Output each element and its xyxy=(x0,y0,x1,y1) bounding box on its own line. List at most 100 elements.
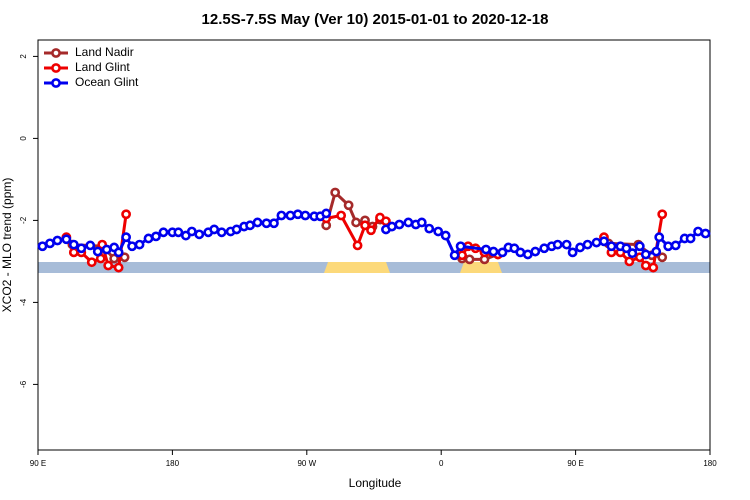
data-point xyxy=(245,220,255,231)
data-point xyxy=(416,217,427,228)
data-point xyxy=(481,244,491,255)
data-point xyxy=(113,247,124,258)
data-point xyxy=(561,239,572,250)
data-point xyxy=(651,246,662,257)
data-point xyxy=(582,239,593,250)
data-point xyxy=(92,246,103,257)
data-point xyxy=(464,254,475,265)
data-point xyxy=(394,219,405,230)
data-point xyxy=(121,232,132,243)
data-point xyxy=(330,187,341,198)
legend-marker xyxy=(51,63,61,73)
data-point xyxy=(121,209,132,220)
x-tick-label: 0 xyxy=(439,459,444,468)
y-tick-label: 0 xyxy=(19,136,28,141)
data-point xyxy=(663,241,674,252)
data-point xyxy=(194,229,205,240)
legend-label: Land Nadir xyxy=(75,45,134,59)
y-tick-label: -6 xyxy=(19,380,28,388)
x-tick-label: 90 W xyxy=(297,459,316,468)
data-point xyxy=(351,217,361,228)
data-point xyxy=(285,210,296,221)
data-point xyxy=(497,247,508,258)
data-point xyxy=(261,218,272,229)
data-point xyxy=(657,252,668,263)
data-point xyxy=(440,230,451,241)
data-point xyxy=(37,241,48,252)
data-point xyxy=(627,248,638,259)
data-point xyxy=(522,249,533,260)
data-point xyxy=(68,239,79,250)
y-tick-label: -2 xyxy=(19,216,28,224)
data-point xyxy=(101,244,112,255)
data-point xyxy=(52,235,63,246)
data-point xyxy=(685,233,696,244)
legend-marker xyxy=(51,78,61,88)
data-point xyxy=(86,257,97,268)
data-point xyxy=(455,241,466,252)
data-point xyxy=(61,234,72,245)
data-point xyxy=(76,243,87,254)
data-point xyxy=(634,241,645,252)
data-point xyxy=(657,209,668,220)
data-point xyxy=(424,223,435,234)
x-tick-label: 180 xyxy=(703,459,717,468)
plot-area xyxy=(37,187,711,273)
data-point xyxy=(158,227,169,238)
data-point xyxy=(591,237,602,248)
data-point xyxy=(127,241,137,252)
data-point xyxy=(85,240,96,251)
data-point xyxy=(599,236,609,247)
data-point xyxy=(336,210,347,221)
data-point xyxy=(216,227,227,238)
x-tick-label: 90 E xyxy=(567,459,583,468)
data-point xyxy=(539,243,550,254)
data-point xyxy=(134,239,145,250)
data-point xyxy=(113,262,124,273)
data-point xyxy=(640,249,651,260)
data-point xyxy=(276,210,287,221)
data-point xyxy=(648,262,659,273)
land-band xyxy=(460,262,502,273)
x-tick-label: 180 xyxy=(166,459,180,468)
data-point xyxy=(449,250,460,261)
data-point xyxy=(670,240,681,251)
data-point xyxy=(640,260,651,271)
data-point xyxy=(352,240,363,251)
data-point xyxy=(624,256,635,267)
data-point xyxy=(366,225,376,236)
y-axis-label: XCO2 - MLO trend (ppm) xyxy=(0,178,14,313)
data-point xyxy=(186,226,197,237)
data-point xyxy=(567,247,578,258)
data-point xyxy=(109,253,120,264)
chart-title: 12.5S-7.5S May (Ver 10) 2015-01-01 to 20… xyxy=(202,11,549,28)
y-tick-label: -4 xyxy=(19,298,28,306)
x-axis-label: Longitude xyxy=(349,476,402,490)
data-point xyxy=(387,221,397,232)
data-point xyxy=(68,247,79,258)
data-point xyxy=(488,246,499,257)
legend-marker xyxy=(51,48,61,58)
data-point xyxy=(530,246,541,257)
data-point xyxy=(515,247,526,258)
land-ocean-strip xyxy=(38,262,710,273)
data-point xyxy=(143,233,154,244)
data-point xyxy=(321,208,332,219)
data-point xyxy=(552,239,563,250)
land-band xyxy=(324,262,390,273)
data-point xyxy=(575,242,585,253)
data-point xyxy=(300,210,311,221)
data-point xyxy=(151,231,161,242)
data-point xyxy=(209,224,220,235)
data-point xyxy=(693,226,703,237)
data-point xyxy=(103,260,114,271)
y-tick-label: 2 xyxy=(19,54,28,59)
data-point xyxy=(292,209,303,220)
data-point xyxy=(457,250,468,261)
data-point xyxy=(45,238,55,249)
data-point xyxy=(360,220,370,231)
data-point xyxy=(252,217,263,228)
legend-label: Land Glint xyxy=(75,60,130,74)
data-point xyxy=(343,200,354,211)
